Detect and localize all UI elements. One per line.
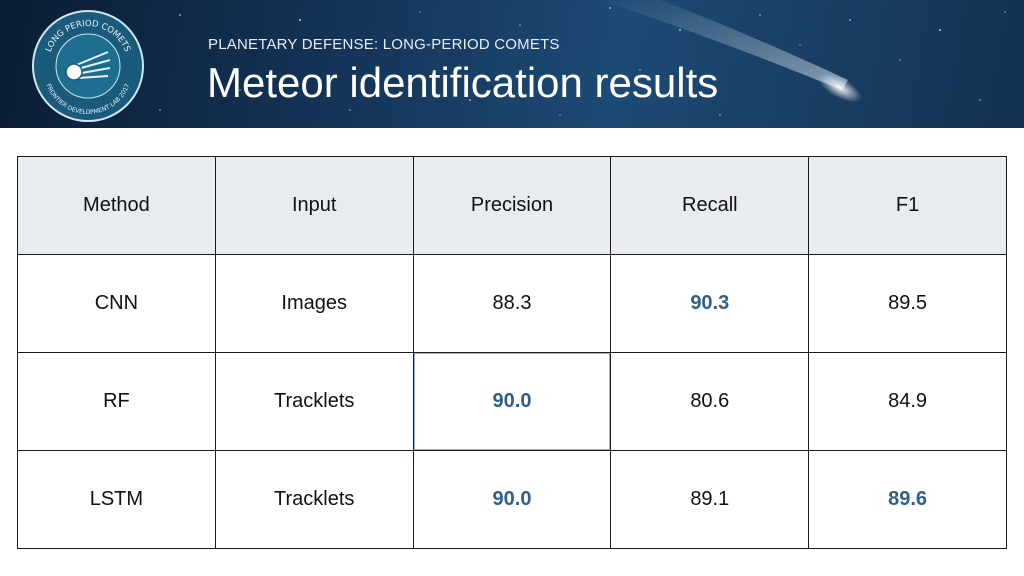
cell-f1: 89.5 [808, 254, 1007, 353]
cell-f1: 84.9 [808, 352, 1007, 451]
cell-method: LSTM [17, 450, 216, 549]
cell-method: CNN [17, 254, 216, 353]
slide-subtitle: PLANETARY DEFENSE: LONG-PERIOD COMETS [208, 36, 560, 53]
table-row: CNN Images 88.3 90.3 89.5 [17, 254, 1007, 353]
cell-input: Images [214, 254, 414, 353]
cell-method: RF [17, 352, 216, 451]
slide-title: Meteor identification results [207, 59, 719, 106]
cell-input: Tracklets [214, 450, 414, 549]
stars [159, 7, 1006, 116]
results-table: Method Input Precision Recall F1 CNN Ima… [17, 156, 1007, 549]
cell-precision-best[interactable]: 90.0 [412, 352, 612, 451]
header-banner: LONG PERIOD COMETS FRONTIER DEVELOPMENT … [0, 0, 1024, 128]
comet-head [818, 73, 862, 103]
table-row: LSTM Tracklets 90.0 89.1 89.6 [17, 450, 1007, 549]
table-row: RF Tracklets 90.0 80.6 84.9 [17, 352, 1007, 451]
cell-input: Tracklets [214, 352, 414, 451]
column-header-input: Input [214, 156, 414, 255]
cell-recall: 89.1 [610, 450, 810, 549]
night-sky-background [159, 0, 1006, 116]
comet-tail [600, 0, 848, 90]
column-header-method: Method [17, 156, 216, 255]
cell-precision: 88.3 [412, 254, 612, 353]
table-header-row: Method Input Precision Recall F1 [17, 156, 1007, 255]
cell-f1-best: 89.6 [808, 450, 1007, 549]
column-header-precision: Precision [412, 156, 612, 255]
column-header-f1: F1 [808, 156, 1007, 255]
cell-recall-best: 90.3 [610, 254, 810, 353]
cell-recall: 80.6 [610, 352, 810, 451]
fdl-badge-logo: LONG PERIOD COMETS FRONTIER DEVELOPMENT … [32, 10, 144, 122]
column-header-recall: Recall [610, 156, 810, 255]
cell-precision-best: 90.0 [412, 450, 612, 549]
